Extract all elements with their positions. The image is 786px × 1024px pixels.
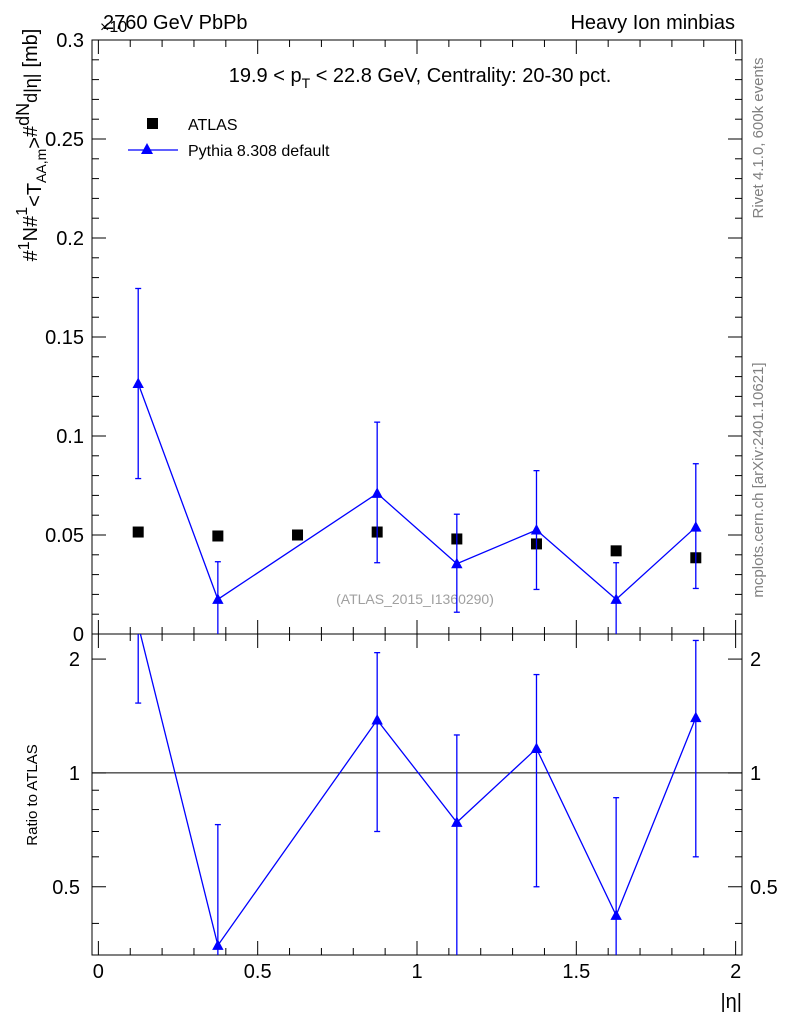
atlas-data-point <box>132 526 144 538</box>
atlas-data-point <box>212 530 224 542</box>
main-y-tick-label: 0.3 <box>56 30 84 52</box>
x-tick-label: 2 <box>730 961 741 983</box>
ratio-pythia-point <box>212 939 224 950</box>
main-pythia-point <box>451 557 463 569</box>
main-y-tick-label: 0.15 <box>45 327 84 349</box>
main-y-tick-label: 0.25 <box>45 129 84 151</box>
x-axis-label: |η| <box>720 991 742 1013</box>
main-series-line <box>137 383 697 601</box>
main-pythia-point <box>212 593 224 604</box>
ratio-pythia-point <box>690 711 702 723</box>
main-pythia-point <box>132 377 144 389</box>
legend-atlas-label: ATLAS <box>188 117 238 134</box>
legend-pythia-marker <box>141 143 153 154</box>
legend-pythia-label: Pythia 8.308 default <box>188 143 330 160</box>
main-y-axis-label: #1N#1<TAA,m>#dNd|η|[mb] <box>13 29 49 262</box>
ratio-plot-marks <box>133 619 702 955</box>
main-pythia-point <box>690 521 702 532</box>
main-pythia-point <box>530 524 543 535</box>
atlas-data-point <box>610 545 622 557</box>
ratio-y-tick-label: 2 <box>69 649 80 671</box>
y-exponent-label: ×10 <box>100 19 127 36</box>
mcplots-label: mcplots.cern.ch [arXiv:2401.10621] <box>750 362 767 597</box>
ratio-pythia-point <box>451 816 463 827</box>
legend-atlas-marker <box>147 118 158 129</box>
main-pythia-point <box>610 593 622 604</box>
x-tick-label: 0.5 <box>244 961 272 983</box>
legend: ATLAS Pythia 8.308 default <box>128 117 330 160</box>
main-pythia-point <box>371 487 383 498</box>
ratio-axis-ticks: 0.5 0.5 1 1 2 2 <box>52 649 778 924</box>
ratio-y-tick-label: 1 <box>69 763 80 785</box>
main-plot-marks <box>132 287 702 634</box>
header-left-label: 2760 GeV PbPb <box>103 12 248 34</box>
x-tick-label: 1.5 <box>562 961 590 983</box>
main-y-tick-label: 0.2 <box>56 228 84 250</box>
header-right-label: Heavy Ion minbias <box>570 12 735 34</box>
main-y-tick-label: 0.05 <box>45 525 84 547</box>
ratio-series-line <box>139 634 697 947</box>
ratio-plot-frame <box>91 633 743 956</box>
plot-title: 19.9 < pT < 22.8 GeV, Centrality: 20-30 … <box>229 65 612 91</box>
ratio-y-tick-label-right: 1 <box>750 763 761 785</box>
ratio-pythia-point <box>530 742 543 754</box>
analysis-watermark: (ATLAS_2015_I1360290) <box>336 591 494 607</box>
ratio-y-tick-label-right: 0.5 <box>750 877 778 899</box>
ratio-pythia-point <box>610 909 622 920</box>
atlas-data-point <box>292 529 304 541</box>
rivet-version-label: Rivet 4.1.0, 600k events <box>750 58 767 219</box>
ratio-pythia-point <box>133 619 144 630</box>
ratio-y-tick-label: 0.5 <box>52 877 80 899</box>
x-tick-label: 0 <box>93 961 104 983</box>
y-label-text: #1N#1<TAA,m>#dNd|η|[mb] <box>13 29 49 262</box>
x-tick-label: 1 <box>411 961 422 983</box>
main-y-tick-label: 0.1 <box>56 426 84 448</box>
main-y-tick-label: 0 <box>73 624 84 646</box>
ratio-pythia-point <box>371 714 383 725</box>
main-y-axis-ticks: 0 0.05 0.1 0.15 0.2 0.25 0.3 <box>45 30 742 646</box>
ratio-y-tick-label-right: 2 <box>750 649 761 671</box>
x-axis-ticks: 0 0.5 1 1.5 2 <box>93 40 741 983</box>
ratio-y-axis-label: Ratio to ATLAS <box>24 744 41 845</box>
